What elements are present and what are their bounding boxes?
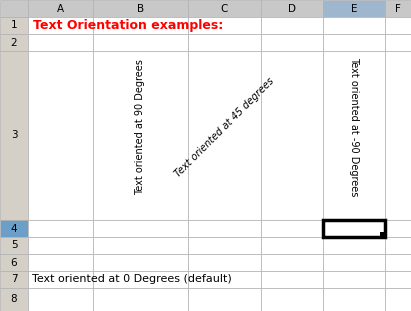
Bar [93, 51, 188, 220]
Bar [188, 17, 261, 34]
Text: D: D [288, 3, 296, 13]
Bar [28, 288, 93, 311]
Text: F: F [395, 3, 401, 13]
Bar [188, 220, 261, 237]
Bar [28, 34, 93, 51]
Bar [93, 17, 188, 34]
Bar [93, 254, 188, 271]
Bar [261, 17, 323, 34]
Bar [188, 51, 261, 220]
Bar [323, 237, 385, 254]
Bar [323, 51, 385, 220]
Bar [380, 232, 385, 237]
Text: 5: 5 [11, 240, 17, 250]
Bar [93, 288, 188, 311]
Bar [261, 288, 323, 311]
Bar [188, 271, 261, 288]
Text: 3: 3 [11, 131, 17, 141]
Bar [261, 254, 323, 271]
Text: 8: 8 [11, 295, 17, 304]
Text: Text oriented at 0 Degrees (default): Text oriented at 0 Degrees (default) [32, 275, 232, 285]
Bar [93, 220, 188, 237]
Text: Text oriented at -90 Degrees: Text oriented at -90 Degrees [349, 57, 359, 197]
Text: E: E [351, 3, 357, 13]
Bar [93, 34, 188, 51]
Bar [261, 34, 323, 51]
Text: Text Orientation examples:: Text Orientation examples: [33, 19, 223, 32]
Bar [93, 0, 188, 17]
Bar [188, 237, 261, 254]
Bar [188, 288, 261, 311]
Bar [385, 288, 411, 311]
Bar [0, 288, 28, 311]
Text: 6: 6 [11, 258, 17, 267]
Bar [28, 271, 93, 288]
Bar [0, 17, 28, 34]
Text: Text oriented at 90 Degrees: Text oriented at 90 Degrees [136, 59, 145, 195]
Bar [28, 17, 93, 34]
Text: B: B [137, 3, 144, 13]
Text: Text oriented at 45 degrees: Text oriented at 45 degrees [173, 76, 276, 179]
Bar [323, 288, 385, 311]
Bar [28, 220, 93, 237]
Bar [323, 271, 385, 288]
Bar [261, 0, 323, 17]
Bar [385, 34, 411, 51]
Bar [323, 34, 385, 51]
Text: 4: 4 [11, 224, 17, 234]
Bar [323, 0, 385, 17]
Bar [0, 254, 28, 271]
Bar [0, 0, 28, 17]
Bar [188, 0, 261, 17]
Bar [323, 220, 385, 237]
Bar [385, 237, 411, 254]
Bar [323, 220, 385, 237]
Bar [93, 237, 188, 254]
Text: C: C [221, 3, 228, 13]
Bar [385, 51, 411, 220]
Bar [385, 271, 411, 288]
Bar [0, 237, 28, 254]
Bar [385, 220, 411, 237]
Bar [261, 220, 323, 237]
Bar [28, 237, 93, 254]
Bar [385, 254, 411, 271]
Bar [0, 51, 28, 220]
Bar [93, 271, 188, 288]
Bar [261, 237, 323, 254]
Bar [188, 34, 261, 51]
Bar [323, 254, 385, 271]
Bar [261, 51, 323, 220]
Bar [28, 254, 93, 271]
Bar [261, 271, 323, 288]
Text: 2: 2 [11, 38, 17, 48]
Bar [0, 271, 28, 288]
Bar [323, 17, 385, 34]
Text: A: A [57, 3, 64, 13]
Text: 1: 1 [11, 21, 17, 30]
Bar [385, 0, 411, 17]
Bar [0, 220, 28, 237]
Bar [28, 0, 93, 17]
Bar [188, 254, 261, 271]
Bar [0, 34, 28, 51]
Bar [385, 17, 411, 34]
Text: 7: 7 [11, 275, 17, 285]
Bar [28, 51, 93, 220]
